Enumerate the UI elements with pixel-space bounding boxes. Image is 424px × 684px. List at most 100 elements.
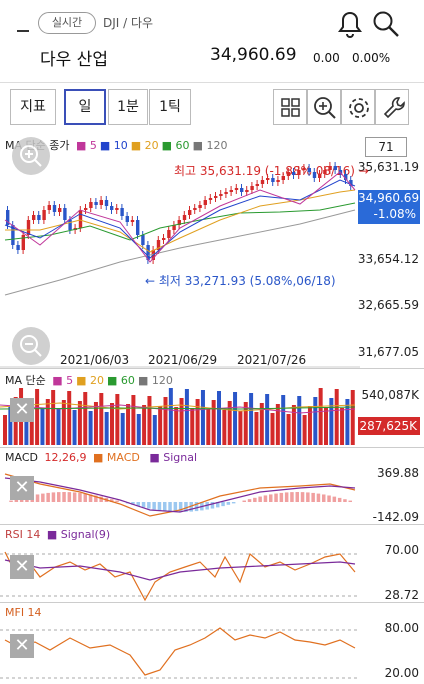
- rsi-chart[interactable]: [0, 542, 360, 602]
- macd-legend: MACD 12,26,9 ■ MACD ■ Signal: [5, 451, 198, 464]
- search-icon[interactable]: [372, 10, 400, 38]
- volume-bar: [110, 403, 114, 445]
- volume-bar: [184, 389, 189, 445]
- candle-body: [89, 202, 93, 208]
- candle-body: [104, 200, 109, 206]
- macd-chart[interactable]: [0, 464, 360, 526]
- zoom-in-icon: [20, 145, 42, 167]
- candle-body: [130, 220, 135, 222]
- candle-body: [333, 166, 337, 170]
- macd-hist-bar: [306, 492, 310, 502]
- realtime-badge[interactable]: 실시간: [38, 12, 96, 34]
- close-rsi-icon[interactable]: ✕: [10, 555, 34, 579]
- candle-body: [146, 245, 150, 260]
- volume-bar: [8, 406, 13, 445]
- candle-body: [229, 190, 233, 192]
- candle-body: [193, 208, 197, 210]
- collapse-icon[interactable]: [17, 30, 29, 32]
- macd-params: 12,26,9: [44, 451, 87, 464]
- zoom-button[interactable]: [307, 89, 341, 125]
- macd-hist-bar: [337, 497, 342, 502]
- rsi-legend-title: RSI 14: [5, 528, 41, 541]
- period-1min-button[interactable]: 1분: [108, 89, 148, 125]
- macd-hist-bar: [51, 492, 56, 502]
- x-label-2: 2021/06/29: [148, 353, 218, 367]
- candle-body: [6, 210, 10, 225]
- mfi-chart[interactable]: [0, 620, 360, 684]
- macd-hist-bar: [67, 492, 72, 502]
- ma-count-box[interactable]: 71: [365, 137, 407, 157]
- close-volume-icon[interactable]: ✕: [10, 398, 34, 422]
- candle-body: [260, 180, 265, 184]
- macd-hist-bar: [247, 499, 252, 502]
- indicator-button[interactable]: 지표: [10, 89, 56, 125]
- macd-hist-bar: [94, 495, 98, 502]
- ma20-line: [5, 189, 356, 253]
- macd-hist-bar: [115, 500, 119, 502]
- rsi-signal-line: [4, 559, 356, 581]
- y-tick-3: 32,665.59: [357, 298, 419, 312]
- volume-bar: [211, 400, 216, 445]
- volume-bar: [345, 399, 350, 445]
- volume-bar: [35, 389, 40, 445]
- candle-body: [115, 208, 119, 210]
- bell-icon[interactable]: [338, 10, 362, 40]
- candle-body: [78, 210, 83, 228]
- candle-body: [52, 205, 57, 212]
- gear-icon: [349, 98, 369, 118]
- candle-body: [125, 216, 129, 222]
- candle-body: [16, 245, 20, 250]
- volume-bar: [163, 397, 168, 445]
- candle-body: [177, 220, 181, 225]
- rsi-bottom-tick: 28.72: [384, 588, 419, 602]
- volume-bar: [291, 405, 296, 445]
- candle-body: [302, 168, 306, 170]
- volume-chart[interactable]: [0, 385, 360, 447]
- volume-bar: [329, 398, 334, 445]
- current-price-tag-value: 34,960.69: [358, 191, 420, 205]
- volume-bar: [158, 406, 163, 445]
- macd-hist-bar: [173, 502, 178, 512]
- volume-bar: [174, 407, 179, 445]
- macd-legend-title: MACD: [5, 451, 38, 464]
- candle-body: [286, 172, 291, 176]
- current-price-tag-pct: -1.08%: [373, 207, 416, 221]
- zoom-out-icon: [20, 335, 42, 357]
- main-price-chart[interactable]: [0, 150, 360, 368]
- macd-hist-bar: [274, 493, 278, 502]
- close-mfi-icon[interactable]: ✕: [10, 634, 34, 658]
- settings-button[interactable]: [341, 89, 375, 125]
- y-tick-4: 31,677.05: [357, 345, 419, 359]
- volume-bar: [297, 396, 302, 445]
- macd-hist-bar: [41, 493, 45, 502]
- tools-button[interactable]: [375, 89, 409, 125]
- zoom-in-icon: [314, 97, 336, 119]
- volume-bar: [249, 393, 254, 445]
- ma-legend-item: ■ 10: [99, 139, 128, 152]
- ma-legend-item: ■ 120: [137, 374, 173, 387]
- volume-bar: [200, 390, 205, 445]
- volume-bar: [217, 391, 221, 445]
- zoom-out-overlay[interactable]: [12, 327, 50, 365]
- volume-bar: [40, 408, 45, 445]
- macd-hist-bar: [110, 499, 114, 502]
- zoom-in-overlay[interactable]: [12, 137, 50, 175]
- macd-hist-bar: [327, 495, 331, 502]
- close-macd-icon[interactable]: ✕: [10, 476, 34, 500]
- volume-bar: [72, 410, 77, 445]
- macd-hist-bar: [269, 494, 273, 502]
- symbol-label: DJI / 다우: [103, 16, 154, 30]
- macd-hist-bar: [332, 496, 337, 502]
- volume-bar: [45, 399, 50, 445]
- ma-legend-item: ■ 20: [76, 374, 105, 387]
- volume-bar: [350, 390, 355, 445]
- rsi-legend: RSI 14 ■ Signal(9): [5, 528, 111, 541]
- period-day-button[interactable]: 일: [64, 89, 106, 125]
- layout-grid-button[interactable]: [273, 89, 307, 125]
- volume-bar: [61, 400, 66, 445]
- volume-bar: [104, 412, 109, 445]
- volume-bar: [227, 401, 232, 445]
- period-1tick-button[interactable]: 1틱: [149, 89, 191, 125]
- macd-hist-bar: [57, 492, 61, 502]
- macd-hist-bar: [178, 502, 183, 512]
